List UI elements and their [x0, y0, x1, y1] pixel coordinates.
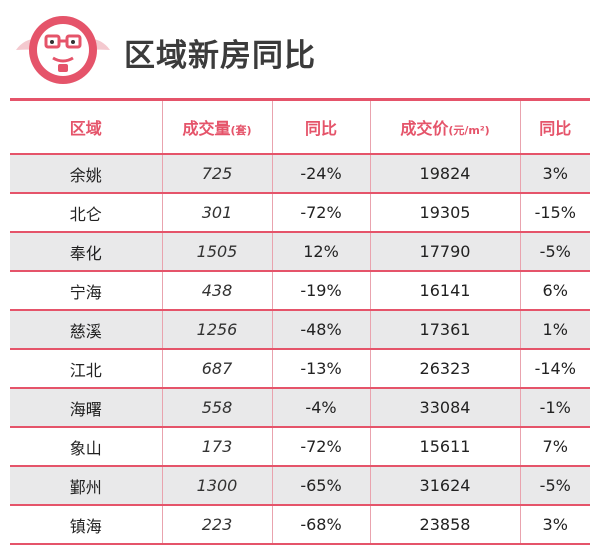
table-header-row: 区域 成交量(套) 同比 成交价(元/m²) 同比: [10, 98, 590, 155]
cell-district: 鄞州: [10, 466, 162, 506]
cell-price: 33084: [369, 388, 520, 428]
cell-price: 19305: [369, 193, 520, 233]
mascot-logo-icon: [16, 16, 110, 84]
cell-volume: 1505: [161, 232, 272, 272]
cell-volume-yoy: 12%: [271, 232, 370, 272]
cell-price-yoy: 6%: [519, 271, 590, 311]
cell-volume: 1256: [161, 310, 272, 350]
cell-volume: 725: [161, 154, 272, 194]
table-row: 鄞州 1300 -65% 31624 -5%: [10, 466, 590, 506]
cell-district: 镇海: [10, 505, 162, 545]
cell-volume-yoy: -13%: [271, 349, 370, 389]
cell-price: 23858: [369, 505, 520, 545]
cell-price-yoy: 3%: [519, 154, 590, 194]
cell-volume: 438: [161, 271, 272, 311]
cell-district: 北仑: [10, 193, 162, 233]
cell-price-yoy: 1%: [519, 310, 590, 350]
cell-volume: 173: [161, 427, 272, 467]
cell-price: 26323: [369, 349, 520, 389]
cell-volume: 558: [161, 388, 272, 428]
cell-volume: 1300: [161, 466, 272, 506]
page-header: 区域新房同比: [0, 0, 600, 92]
cell-price: 17361: [369, 310, 520, 350]
cell-price: 15611: [369, 427, 520, 467]
cell-volume-yoy: -65%: [271, 466, 370, 506]
table-row: 慈溪 1256 -48% 17361 1%: [10, 310, 590, 350]
cell-volume: 223: [161, 505, 272, 545]
table-row: 北仑 301 -72% 19305 -15%: [10, 193, 590, 233]
cell-volume-yoy: -72%: [271, 193, 370, 233]
cell-price: 19824: [369, 154, 520, 194]
cell-price-yoy: 7%: [519, 427, 590, 467]
cell-district: 余姚: [10, 154, 162, 194]
table-row: 宁海 438 -19% 16141 6%: [10, 271, 590, 311]
header-volume-yoy: 同比: [271, 98, 370, 155]
comparison-table-container: 区域 成交量(套) 同比 成交价(元/m²) 同比 余姚 725 -24% 19824…: [10, 98, 590, 548]
cell-volume-yoy: -48%: [271, 310, 370, 350]
cell-volume-yoy: -19%: [271, 271, 370, 311]
cell-district: 奉化: [10, 232, 162, 272]
table-row: 江北 687 -13% 26323 -14%: [10, 349, 590, 389]
district-comparison-table: 区域 成交量(套) 同比 成交价(元/m²) 同比 余姚 725 -24% 19824…: [10, 98, 590, 545]
page-title: 区域新房同比: [124, 38, 316, 74]
table-row: 奉化 1505 12% 17790 -5%: [10, 232, 590, 272]
header-district: 区域: [10, 98, 162, 155]
header-price-yoy: 同比: [519, 98, 590, 155]
cell-volume-yoy: -4%: [271, 388, 370, 428]
cell-price-yoy: -15%: [519, 193, 590, 233]
cell-district: 象山: [10, 427, 162, 467]
header-price: 成交价(元/m²): [369, 98, 520, 155]
cell-volume-yoy: -72%: [271, 427, 370, 467]
cell-district: 宁海: [10, 271, 162, 311]
cell-price-yoy: 3%: [519, 505, 590, 545]
cell-price-yoy: -5%: [519, 232, 590, 272]
cell-price-yoy: -14%: [519, 349, 590, 389]
cell-district: 海曙: [10, 388, 162, 428]
cell-price: 31624: [369, 466, 520, 506]
table-row: 象山 173 -72% 15611 7%: [10, 427, 590, 467]
cell-volume: 687: [161, 349, 272, 389]
table-row: 海曙 558 -4% 33084 -1%: [10, 388, 590, 428]
cell-price-yoy: -5%: [519, 466, 590, 506]
table-row: 镇海 223 -68% 23858 3%: [10, 505, 590, 545]
header-volume: 成交量(套): [161, 98, 272, 155]
cell-price-yoy: -1%: [519, 388, 590, 428]
cell-district: 江北: [10, 349, 162, 389]
cell-volume-yoy: -68%: [271, 505, 370, 545]
cell-volume-yoy: -24%: [271, 154, 370, 194]
cell-price: 16141: [369, 271, 520, 311]
table-row: 余姚 725 -24% 19824 3%: [10, 154, 590, 194]
cell-district: 慈溪: [10, 310, 162, 350]
cell-volume: 301: [161, 193, 272, 233]
cell-price: 17790: [369, 232, 520, 272]
